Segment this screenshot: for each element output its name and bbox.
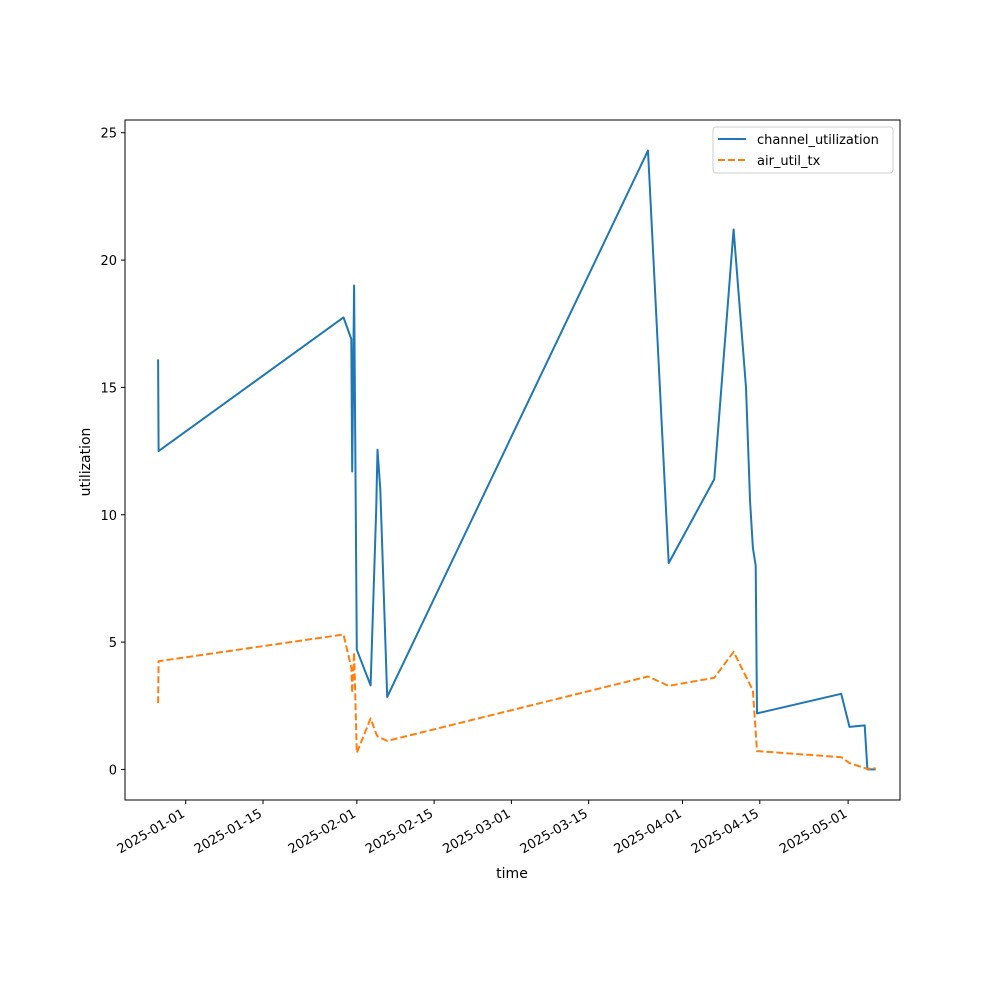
legend-box bbox=[712, 126, 894, 174]
series-line-air-util-tx bbox=[157, 633, 876, 770]
x-axis-label: time bbox=[496, 866, 528, 882]
y-tick-label: 25 bbox=[100, 127, 117, 142]
y-tick-label: 15 bbox=[100, 381, 117, 396]
y-axis-ticks: 0 5 10 15 20 25 bbox=[100, 127, 125, 778]
series-line-channel-utilization bbox=[157, 149, 876, 771]
y-axis-label: utilization bbox=[78, 428, 94, 497]
legend-label: channel_utilization bbox=[757, 133, 879, 148]
y-tick-label: 0 bbox=[109, 763, 117, 778]
legend-label: air_util_tx bbox=[757, 154, 821, 169]
y-tick-label: 10 bbox=[100, 509, 117, 524]
series-layer bbox=[157, 149, 876, 771]
y-tick-label: 20 bbox=[100, 254, 117, 269]
y-tick-label: 5 bbox=[109, 636, 117, 651]
legend: channel_utilization air_util_tx bbox=[712, 126, 894, 174]
plot-frame bbox=[124, 119, 901, 801]
